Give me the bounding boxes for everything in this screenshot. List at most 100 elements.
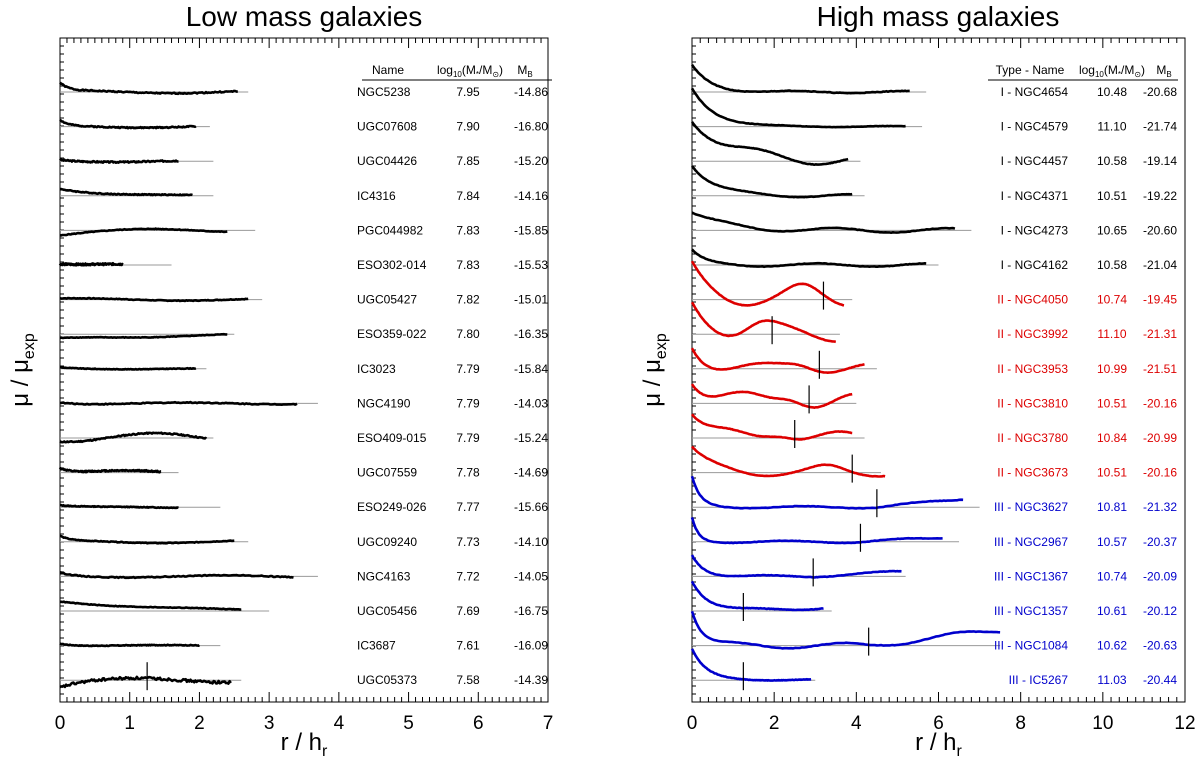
profile-row: IC3023 7.79 -15.84 (59, 362, 548, 376)
row-mb: -15.24 (514, 431, 548, 445)
x-tick-label: 6 (473, 713, 484, 734)
row-mb: -20.37 (1143, 535, 1177, 549)
profile-row: III - NGC2967 10.57 -20.37 (690, 517, 1177, 552)
row-mb: -19.22 (1143, 189, 1177, 203)
profile-row: I - NGC4654 10.48 -20.68 (690, 64, 1177, 99)
row-name: ESO302-014 (357, 258, 427, 272)
row-name: UGC04426 (357, 154, 417, 168)
col-header-part: M (517, 63, 527, 77)
profile-curve (59, 227, 228, 237)
row-name: IC4316 (357, 189, 396, 203)
row-logm: 7.83 (456, 258, 480, 272)
profile-curve (59, 503, 179, 510)
row-logm: 10.48 (1097, 85, 1127, 99)
profile-curve (690, 121, 849, 166)
x-tick-label: 0 (55, 713, 66, 734)
row-mb: -14.39 (514, 673, 548, 687)
row-logm: 10.65 (1097, 223, 1127, 237)
row-mb: -15.85 (514, 223, 548, 237)
col-header-part: /M (1121, 63, 1134, 77)
row-logm: 10.57 (1097, 535, 1127, 549)
profile-curve (59, 400, 298, 406)
row-mb: -14.03 (514, 396, 548, 410)
row-logm: 7.73 (456, 535, 480, 549)
row-mb: -20.16 (1143, 396, 1177, 410)
profile-curve (690, 87, 906, 129)
profile-curve (690, 347, 865, 374)
profile-row: UGC07608 7.90 -16.80 (59, 118, 548, 134)
row-mb: -21.74 (1143, 120, 1177, 134)
profile-row: UGC05456 7.69 -16.75 (60, 600, 548, 618)
row-logm: 10.58 (1097, 258, 1127, 272)
row-name: I - NGC4371 (1001, 189, 1069, 203)
profile-curve (690, 165, 853, 199)
profile-curve (58, 158, 179, 164)
col-header-part: ⊙ (492, 70, 499, 79)
row-name: UGC07608 (357, 120, 417, 134)
row-name: NGC4163 (357, 569, 411, 583)
col-header-part: 10 (453, 70, 462, 79)
row-name: UGC05373 (357, 673, 417, 687)
row-mb: -19.45 (1143, 293, 1177, 307)
row-mb: -20.12 (1143, 604, 1177, 618)
row-mb: -20.16 (1143, 466, 1177, 480)
profile-curve (690, 580, 824, 612)
profile-row: III - NGC3627 10.81 -21.32 (690, 475, 1177, 518)
panel-title: Low mass galaxies (186, 1, 423, 32)
profile-curve (690, 64, 910, 95)
profile-curve (59, 118, 197, 130)
row-logm: 10.74 (1097, 569, 1127, 583)
row-logm: 7.90 (456, 120, 480, 134)
profile-curve (59, 81, 238, 96)
row-name: II - NGC3673 (997, 466, 1068, 480)
row-name: ESO409-015 (357, 431, 427, 445)
profile-row: II - NGC3992 11.10 -21.31 (690, 301, 1177, 345)
row-name: III - NGC1357 (994, 604, 1068, 618)
x-tick-label: 2 (769, 713, 780, 734)
profile-row: I - NGC4273 10.65 -20.60 (691, 211, 1177, 237)
panel-title: High mass galaxies (817, 1, 1060, 32)
row-logm: 7.82 (456, 293, 480, 307)
profile-curve (59, 431, 208, 444)
row-logm: 7.69 (456, 604, 480, 618)
row-mb: -15.53 (514, 258, 548, 272)
profile-curve (58, 466, 162, 474)
row-logm: 11.03 (1097, 673, 1126, 687)
row-logm: 7.79 (456, 396, 480, 410)
row-mb: -14.69 (514, 466, 548, 480)
profile-row: III - NGC1357 10.61 -20.12 (690, 580, 1177, 621)
row-logm: 10.51 (1097, 189, 1127, 203)
row-logm: 7.80 (456, 327, 480, 341)
row-mb: -14.05 (514, 569, 548, 583)
profile-row: II - NGC3953 10.99 -21.51 (690, 347, 1177, 379)
row-mb: -21.31 (1143, 327, 1177, 341)
col-header-mb: MB (517, 63, 532, 79)
profile-row: II - NGC3673 10.51 -20.16 (690, 445, 1177, 483)
profile-row: III - NGC1084 10.62 -20.63 (690, 610, 1177, 656)
row-logm: 10.99 (1097, 362, 1127, 376)
row-name: UGC09240 (357, 535, 417, 549)
row-logm: 7.95 (456, 85, 480, 99)
row-name: III - NGC2967 (994, 535, 1068, 549)
row-mb: -14.86 (514, 85, 548, 99)
profile-curve (59, 675, 232, 689)
col-header-part: /M (479, 63, 492, 77)
profile-curve (690, 610, 1001, 650)
row-name: III - NGC1367 (994, 569, 1068, 583)
col-header-name: Name (372, 63, 404, 77)
col-header-part: * (476, 70, 479, 79)
row-name: III - NGC1084 (994, 639, 1068, 653)
profile-row: I - NGC4371 10.51 -19.22 (690, 165, 1177, 203)
row-mb: -21.32 (1143, 500, 1177, 514)
row-mb: -20.60 (1143, 223, 1177, 237)
profile-row: ESO409-015 7.79 -15.24 (59, 431, 548, 445)
profile-row: NGC4163 7.72 -14.05 (59, 569, 548, 583)
row-mb: -16.09 (514, 639, 548, 653)
col-header-part: 10 (1095, 70, 1104, 79)
x-tick-label: 2 (194, 713, 205, 734)
y-axis-label-sub: exp (653, 333, 670, 359)
profile-row: UGC04426 7.85 -15.20 (58, 154, 548, 168)
profile-row: ESO302-014 7.83 -15.53 (58, 258, 548, 272)
col-header-part: B (1166, 70, 1171, 79)
x-axis-label-sub: r (322, 743, 328, 760)
